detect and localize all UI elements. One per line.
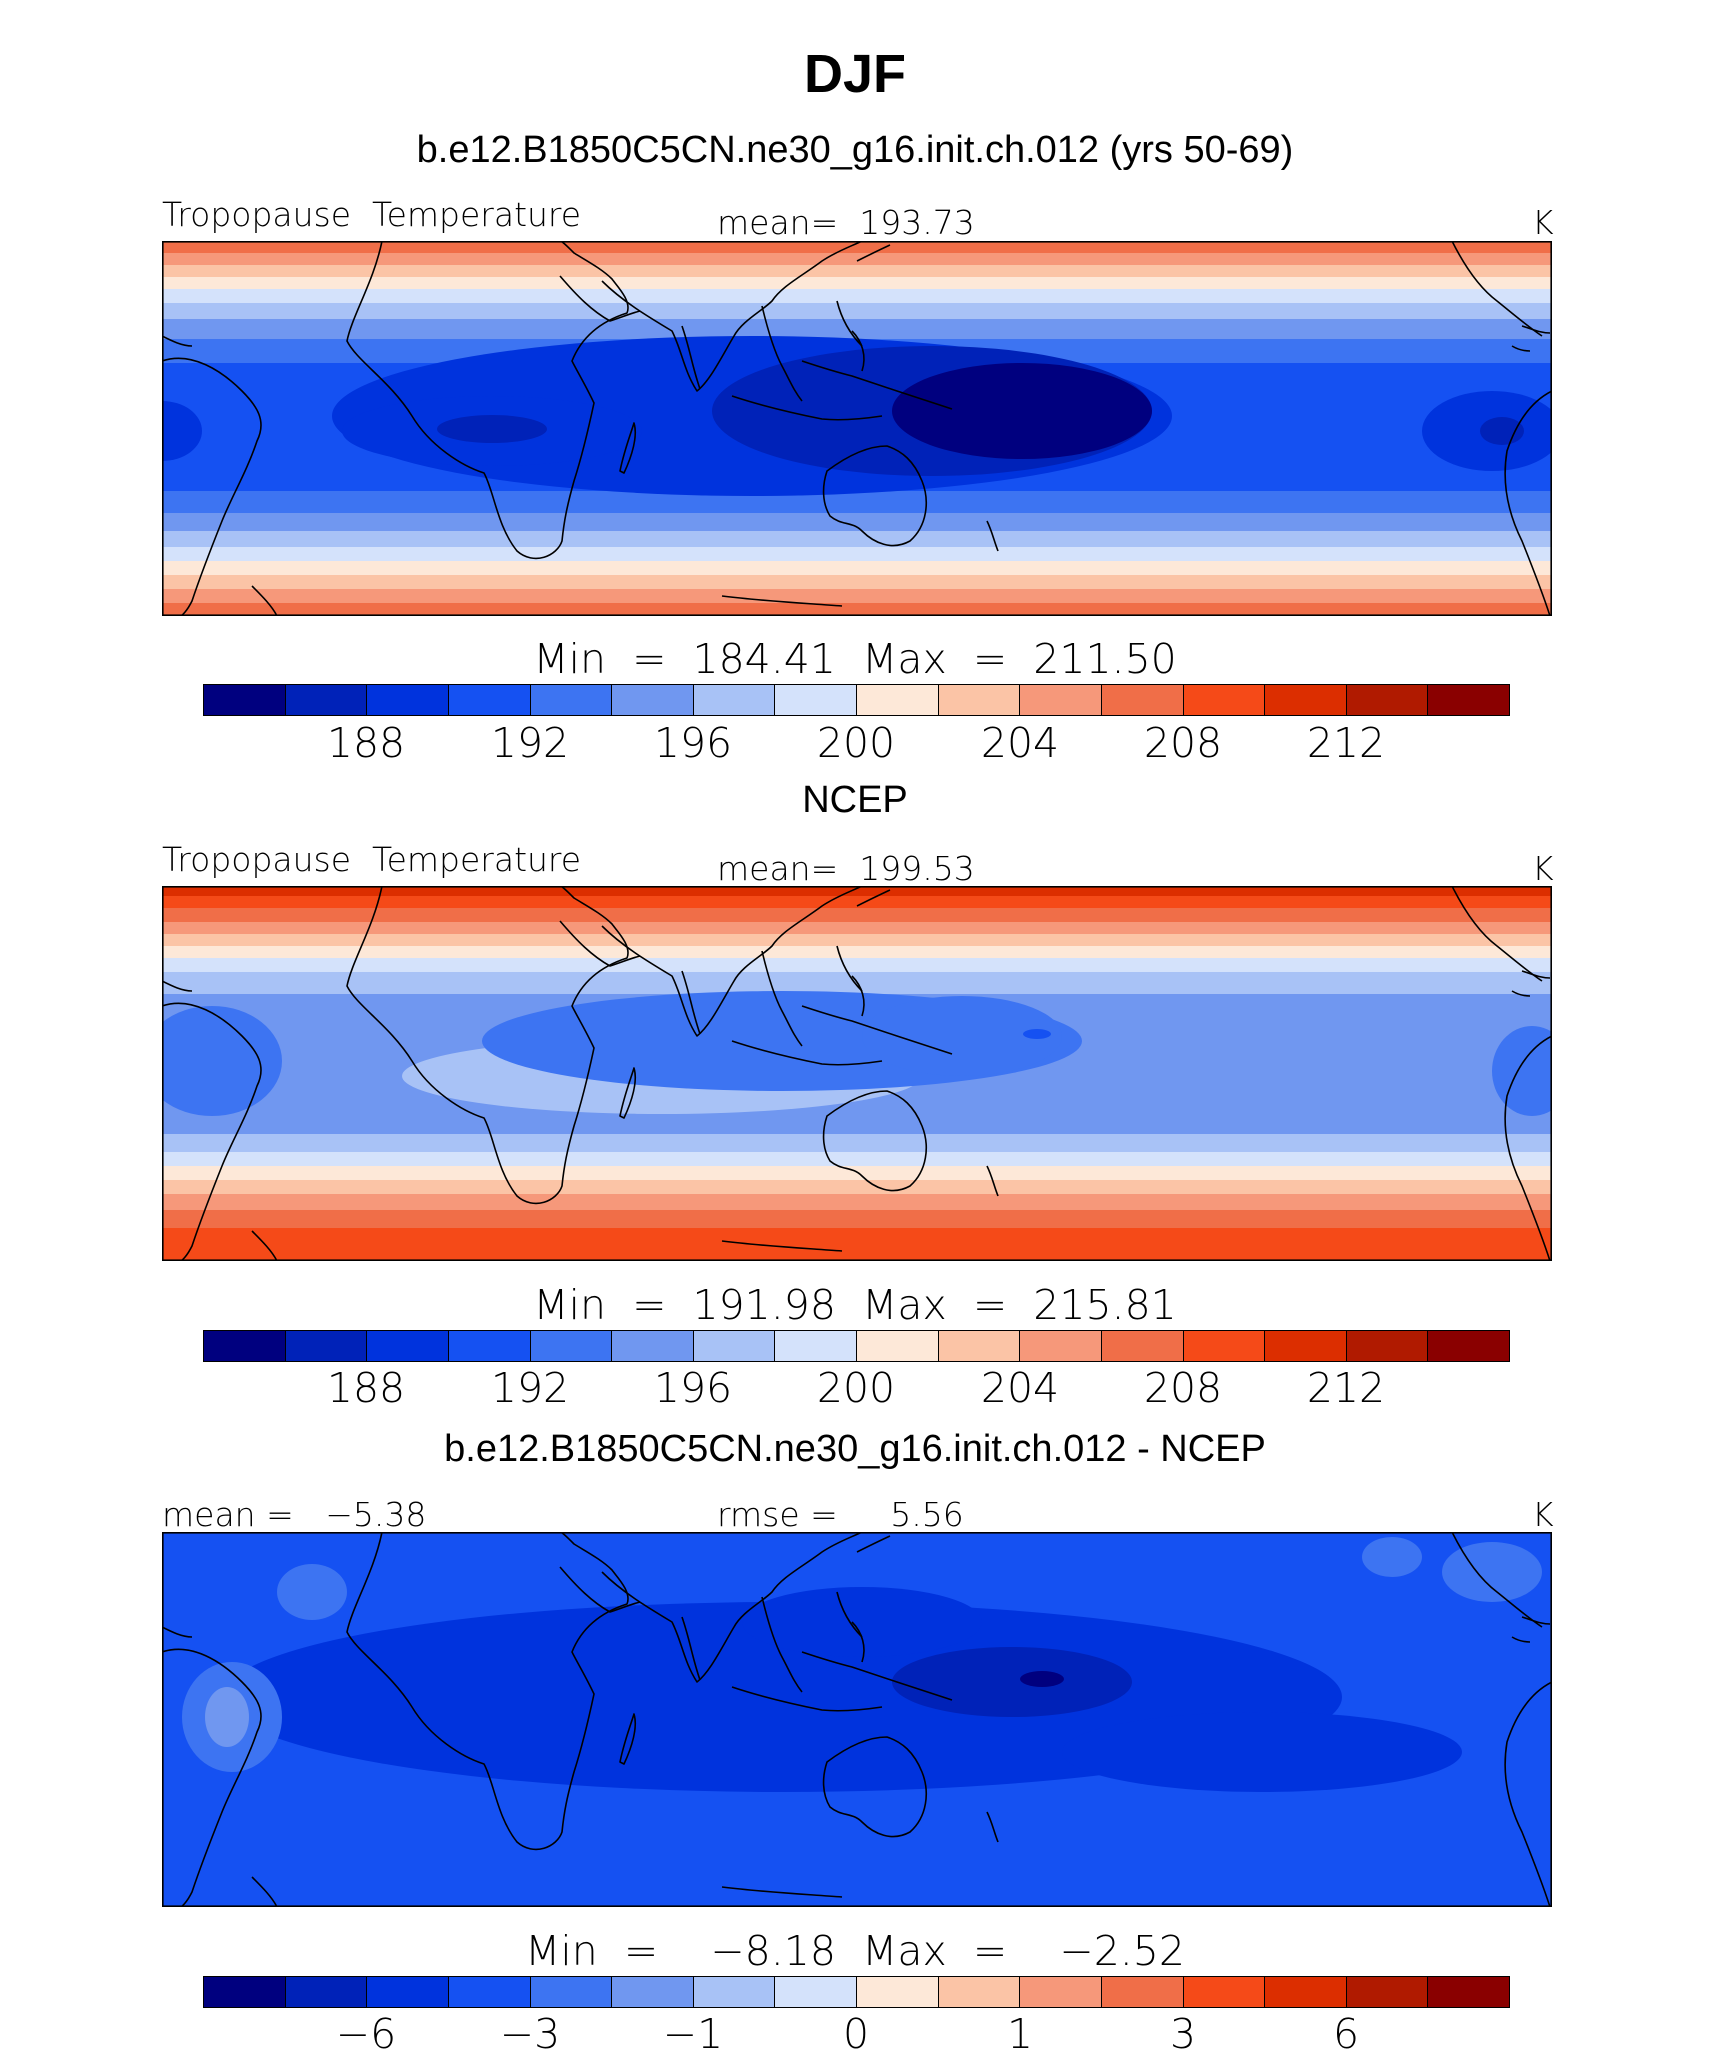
colorbar-tick-label: 192 (490, 1364, 570, 1412)
colorbar-tick-label: −1 (662, 2010, 724, 2058)
case-title-difference: b.e12.B1850C5CN.ne30_g16.init.ch.012 - N… (444, 1428, 1266, 1470)
colorbar-tick-label: 204 (980, 1364, 1060, 1412)
rmse-label: rmse = 5.56 (717, 1495, 964, 1534)
colorbar (203, 684, 1510, 716)
mean-label: mean = −5.38 (162, 1495, 427, 1534)
colorbar (203, 1330, 1510, 1362)
colorbar-tick-label: 3 (1169, 2010, 1197, 2058)
colorbar-tick-label: −6 (335, 2010, 397, 2058)
case-title-model: b.e12.B1850C5CN.ne30_g16.init.ch.012 (yr… (416, 129, 1294, 171)
colorbar-tick-label: 188 (326, 719, 406, 767)
colorbar-tick-label: 192 (490, 719, 570, 767)
colorbar-tick-label: 6 (1332, 2010, 1360, 2058)
units-label: K (1532, 203, 1554, 242)
colorbar-tick-label: 196 (653, 1364, 733, 1412)
colorbar-tick-label: 1 (1006, 2010, 1034, 2058)
min-max-label: Min = −8.18 Max = −2.52 (525, 1927, 1185, 1975)
colorbar-tick-label: 204 (980, 719, 1060, 767)
ncep-tropopause-temperature-map (162, 886, 1552, 1261)
model-tropopause-temperature-map (162, 241, 1552, 616)
colorbar-tick-label: 200 (816, 1364, 896, 1412)
mean-label: mean= 193.73 (717, 203, 975, 242)
colorbar (203, 1976, 1510, 2008)
colorbar-tick-label: 0 (842, 2010, 870, 2058)
page-title: DJF (803, 44, 906, 104)
colorbar-tick-label: 200 (816, 719, 896, 767)
variable-label: Tropopause Temperature (162, 840, 582, 879)
colorbar-tick-label: 208 (1143, 719, 1223, 767)
variable-label: Tropopause Temperature (162, 195, 582, 234)
mean-label: mean= 199.53 (717, 849, 975, 888)
units-label: K (1532, 849, 1554, 888)
colorbar-tick-label: −3 (499, 2010, 561, 2058)
case-title-obs: NCEP (802, 779, 908, 821)
min-max-label: Min = 184.41 Max = 211.50 (533, 635, 1177, 683)
difference-map (162, 1532, 1552, 1907)
colorbar-tick-label: 208 (1143, 1364, 1223, 1412)
colorbar-tick-label: 212 (1306, 719, 1386, 767)
colorbar-tick-label: 188 (326, 1364, 406, 1412)
colorbar-tick-label: 196 (653, 719, 733, 767)
units-label: K (1532, 1495, 1554, 1534)
colorbar-tick-label: 212 (1306, 1364, 1386, 1412)
min-max-label: Min = 191.98 Max = 215.81 (533, 1281, 1177, 1329)
